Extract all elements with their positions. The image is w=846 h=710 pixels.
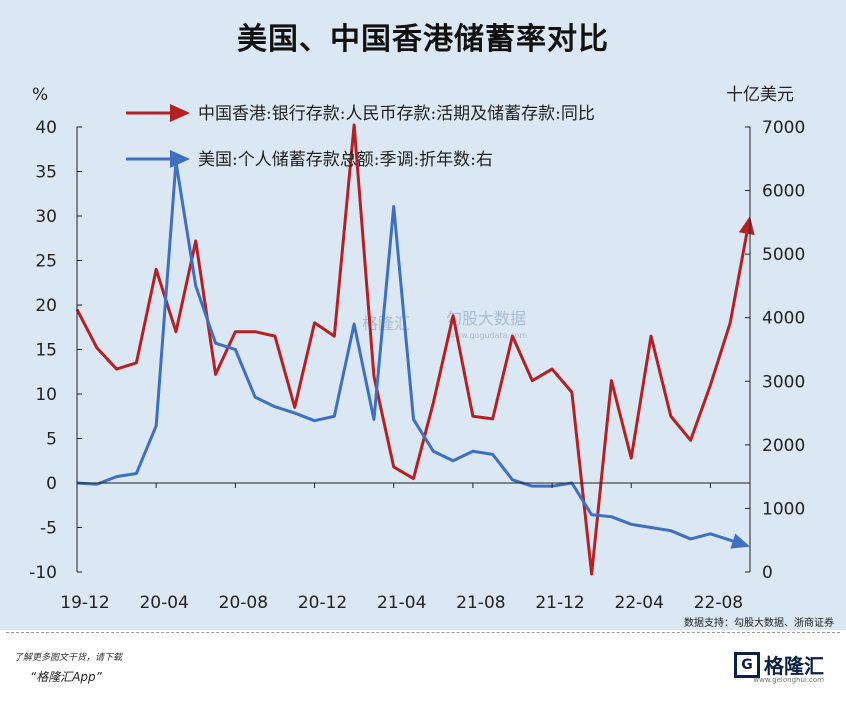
left-tick-label: 10 [35, 385, 57, 405]
left-tick-label: -5 [40, 519, 57, 539]
watermark-left: 格隆汇 [362, 314, 410, 333]
brand-logo[interactable]: G 格隆汇 www.gelonghui.com [734, 650, 824, 684]
right-tick-label: 1000 [762, 499, 805, 519]
x-tick-label: 21-04 [377, 593, 426, 613]
legend: 中国香港:银行存款:人民币存款:活期及储蓄存款:同比美国:个人储蓄存款总额:季调… [126, 104, 595, 170]
legend-hk-label: 中国香港:银行存款:人民币存款:活期及储蓄存款:同比 [198, 104, 595, 124]
right-axis-label: 十亿美元 [726, 85, 794, 105]
savings-rate-chart: 格隆汇 勾股大数据 www.gogudata.com -10 -5 0 5 10 15 20… [29, 85, 805, 613]
axes: -10 -5 0 5 10 15 20 25 30 35 40 0 1000 2000 3000 4000 50… [29, 85, 805, 613]
left-axis-label: % [32, 85, 48, 105]
footer-divider [6, 632, 840, 633]
left-tick-label: 30 [35, 207, 57, 227]
right-tick-label: 2000 [762, 436, 805, 456]
series-layer [75, 123, 755, 576]
right-tick-label: 0 [762, 563, 773, 583]
left-tick-label: -10 [29, 563, 57, 583]
watermark-right-sub: www.gogudata.com [448, 331, 527, 340]
source-note: 数据支持：勾股大数据、浙商证券 [684, 618, 834, 629]
right-tick-label: 4000 [762, 309, 805, 329]
footer-note: 了解更多图文干货，请下载 [14, 653, 123, 663]
right-tick-label: 7000 [762, 118, 805, 138]
left-tick-label: 0 [46, 474, 57, 494]
x-tick-label: 20-12 [298, 593, 347, 613]
us-series-arrowhead [730, 533, 750, 549]
x-tick-label: 20-08 [219, 593, 268, 613]
brand-logo-icon: G [734, 651, 760, 678]
us-series-tail [729, 538, 734, 543]
x-tick-label: 22-04 [615, 593, 664, 613]
legend-hk-arrow-icon [170, 104, 190, 122]
brand-logo-url: www.gelonghui.com [753, 676, 824, 684]
right-tick-label: 3000 [762, 372, 805, 392]
hk-series-arrowhead [738, 216, 755, 236]
watermark-right: 勾股大数据 [446, 309, 526, 328]
x-tick-label: 21-08 [456, 593, 505, 613]
right-tick-label: 5000 [762, 245, 805, 265]
left-tick-label: 15 [35, 341, 57, 361]
x-tick-label: 20-04 [139, 593, 188, 613]
right-tick-label: 6000 [762, 182, 805, 202]
footer-app-name: “格隆汇App” [30, 670, 102, 684]
chart-card [0, 0, 846, 630]
hk-series-tail [728, 233, 749, 324]
legend-us-label: 美国:个人储蓄存款总额:季调:折年数:右 [198, 150, 493, 170]
watermark-group: 格隆汇 勾股大数据 www.gogudata.com [362, 309, 527, 340]
legend-us-arrow-icon [170, 150, 190, 168]
x-tick-label: 21-12 [535, 593, 584, 613]
left-tick-label: 20 [35, 296, 57, 316]
left-tick-label: 35 [35, 163, 57, 183]
chart-title: 美国、中国香港储蓄率对比 [237, 22, 609, 57]
x-tick-label: 19-12 [60, 593, 109, 613]
x-tick-label: 22-08 [694, 593, 743, 613]
left-tick-label: 40 [35, 118, 57, 138]
hk-series-line [75, 123, 732, 576]
brand-logo-text: 格隆汇 [764, 654, 824, 678]
left-tick-label: 5 [46, 430, 57, 450]
left-tick-label: 25 [35, 252, 57, 272]
us-series-line [76, 160, 731, 542]
